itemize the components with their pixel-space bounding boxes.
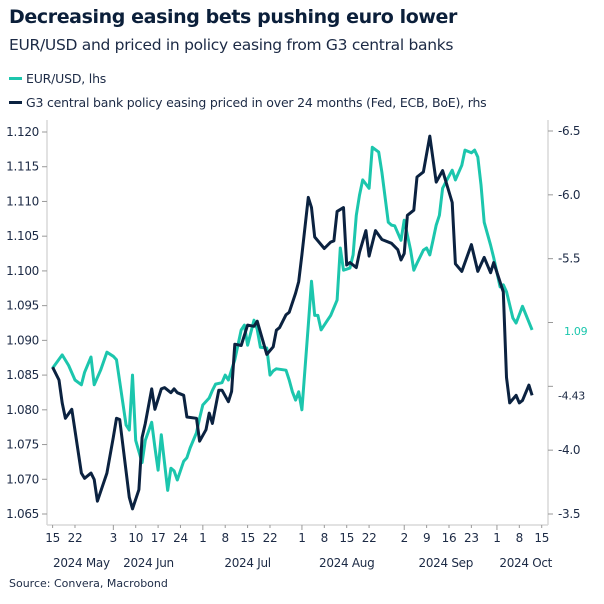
x-month-label: 2024 Aug <box>319 556 374 570</box>
legend-swatch-eurusd <box>9 77 22 80</box>
x-tick-label: 1 <box>199 531 206 545</box>
right-tick-label: -5.5 <box>558 252 580 266</box>
legend-label-policy-easing: G3 central bank policy easing priced in … <box>26 95 487 110</box>
x-tick-label: 15 <box>339 531 354 545</box>
x-tick-label: 16 <box>442 531 457 545</box>
series-line-policy-easing <box>51 134 534 511</box>
left-tick-label: 1.115 <box>6 160 39 174</box>
legend-swatch-policy-easing <box>9 101 22 104</box>
x-tick-label: 22 <box>263 531 278 545</box>
x-tick-label: 22 <box>362 531 377 545</box>
x-tick-label: 9 <box>423 531 430 545</box>
x-tick-label: 17 <box>151 531 166 545</box>
right-tick-label: -6.5 <box>558 124 580 138</box>
left-tick-label: 1.095 <box>6 299 39 313</box>
legend-label-eurusd: EUR/USD, lhs <box>26 71 107 86</box>
right-tick-label: -6.0 <box>558 188 580 202</box>
x-tick-label: 1 <box>493 531 500 545</box>
right-tick-label: -4.0 <box>558 443 580 457</box>
chart-title: Decreasing easing bets pushing euro lowe… <box>9 6 457 28</box>
x-tick-label: 8 <box>321 531 328 545</box>
x-tick-label: 23 <box>464 531 479 545</box>
left-tick-label: 1.105 <box>6 229 39 243</box>
x-tick-label: 15 <box>45 531 60 545</box>
left-tick-label: 1.085 <box>6 368 39 382</box>
chart-subtitle: EUR/USD and priced in policy easing from… <box>9 36 454 54</box>
x-tick-label: 1 <box>298 531 305 545</box>
legend-item-eurusd: EUR/USD, lhs <box>9 71 106 86</box>
x-month-label: 2024 Jul <box>224 556 270 570</box>
legend-item-policy-easing: G3 central bank policy easing priced in … <box>9 95 487 110</box>
left-tick-label: 1.075 <box>6 438 39 452</box>
left-tick-label: 1.090 <box>6 333 39 347</box>
left-tick-label: 1.080 <box>6 403 39 417</box>
left-tick-label: 1.100 <box>6 264 39 278</box>
last-value-label-eurusd: 1.09 <box>564 325 588 338</box>
left-tick-label: 1.070 <box>6 472 39 486</box>
x-tick-label: 22 <box>68 531 83 545</box>
x-month-label: 2024 Jun <box>123 556 174 570</box>
x-tick-label: 8 <box>222 531 229 545</box>
x-tick-label: 2 <box>401 531 408 545</box>
x-tick-label: 15 <box>240 531 255 545</box>
left-tick-label: 1.110 <box>6 194 39 208</box>
x-tick-label: 24 <box>173 531 188 545</box>
left-tick-label: 1.120 <box>6 125 39 139</box>
last-value-label-policy-easing: -4.43 <box>558 389 585 402</box>
left-tick-label: 1.065 <box>6 507 39 521</box>
x-month-label: 2024 Oct <box>499 556 552 570</box>
x-tick-label: 8 <box>516 531 523 545</box>
x-month-label: 2024 Sep <box>419 556 474 570</box>
x-tick-label: 10 <box>128 531 143 545</box>
x-tick-label: 3 <box>110 531 117 545</box>
x-month-label: 2024 May <box>53 556 110 570</box>
source-note: Source: Convera, Macrobond <box>9 577 168 590</box>
series-line-eurusd <box>51 145 534 492</box>
x-tick-label: 15 <box>534 531 549 545</box>
right-tick-label: -3.5 <box>558 507 580 521</box>
